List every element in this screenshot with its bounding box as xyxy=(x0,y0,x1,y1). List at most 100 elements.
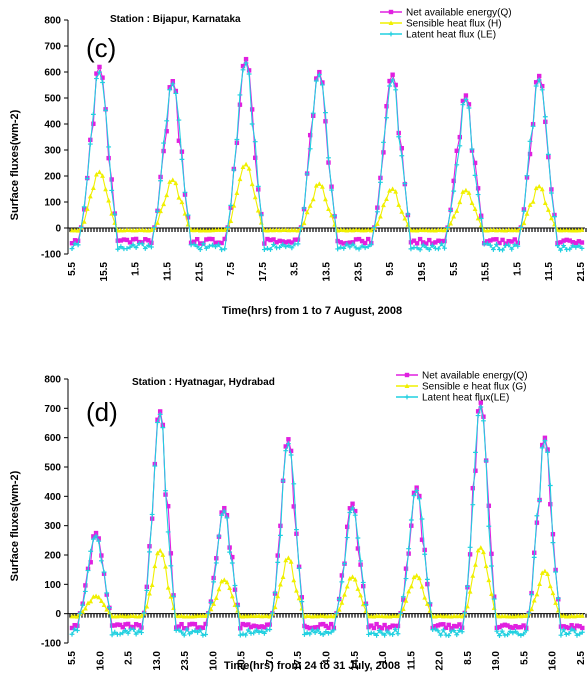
marker-star xyxy=(403,576,409,581)
marker-square xyxy=(475,186,481,191)
x-tick-label: 3.5 xyxy=(290,262,301,276)
marker-triangle xyxy=(152,563,158,569)
marker-triangle xyxy=(176,194,182,200)
marker-triangle xyxy=(478,545,484,550)
marker-square xyxy=(265,236,270,242)
marker-triangle xyxy=(405,222,411,227)
marker-star xyxy=(167,87,173,93)
marker-triangle xyxy=(422,595,428,600)
marker-square xyxy=(97,64,102,70)
marker-star xyxy=(419,516,425,522)
marker-triangle xyxy=(255,207,261,213)
marker-triangle xyxy=(341,227,347,233)
marker-triangle xyxy=(82,605,88,611)
marker-square xyxy=(403,566,409,571)
marker-star xyxy=(344,241,350,247)
marker-square xyxy=(417,493,422,499)
marker-star xyxy=(454,162,460,168)
marker-triangle xyxy=(81,219,87,224)
marker-triangle xyxy=(90,185,96,190)
marker-square xyxy=(133,236,139,242)
marker-triangle xyxy=(478,222,484,228)
marker-star xyxy=(537,498,542,503)
marker-star xyxy=(147,549,152,555)
marker-square xyxy=(497,240,502,246)
marker-star xyxy=(200,241,206,246)
marker-star xyxy=(323,110,328,116)
marker-square xyxy=(481,414,486,419)
marker-triangle xyxy=(228,218,234,224)
marker-triangle xyxy=(275,593,281,599)
marker-star xyxy=(460,102,466,108)
marker-triangle xyxy=(289,227,295,233)
marker-triangle xyxy=(246,165,252,171)
marker-square xyxy=(579,240,585,245)
marker-triangle xyxy=(118,227,124,233)
y-tick-label: 600 xyxy=(44,68,61,79)
marker-square xyxy=(133,622,139,627)
marker-square xyxy=(385,626,390,631)
y-axis-label: Surface fluxes(wm-2) xyxy=(9,470,21,581)
x-tick-label: 2.5 xyxy=(124,651,135,665)
marker-triangle xyxy=(252,194,258,200)
marker-square xyxy=(494,237,499,242)
marker-square xyxy=(387,78,392,84)
x-tick-label: 5.5 xyxy=(67,262,78,276)
marker-square xyxy=(399,145,404,151)
marker-triangle xyxy=(470,573,476,578)
x-tick-label: 22.0 xyxy=(435,651,446,671)
marker-square xyxy=(190,621,195,627)
y-tick-label: 500 xyxy=(44,463,61,474)
marker-square xyxy=(249,107,255,112)
marker-star xyxy=(420,242,426,248)
marker-square xyxy=(112,623,117,628)
marker-square xyxy=(384,104,389,109)
marker-triangle xyxy=(163,564,168,569)
marker-triangle xyxy=(356,227,362,233)
marker-triangle xyxy=(402,215,408,221)
marker-star xyxy=(191,241,197,247)
marker-square xyxy=(192,621,198,627)
marker-triangle xyxy=(144,603,150,609)
marker-star xyxy=(320,632,326,638)
marker-star xyxy=(414,245,420,251)
legend-label: Sensible heat flux (H) xyxy=(406,19,502,30)
y-tick-label: 700 xyxy=(44,404,61,415)
marker-star xyxy=(81,204,87,210)
marker-square xyxy=(457,134,463,140)
marker-square xyxy=(136,623,141,628)
marker-triangle xyxy=(542,200,548,205)
marker-star xyxy=(379,630,385,636)
marker-triangle xyxy=(194,227,200,232)
marker-star xyxy=(268,247,273,252)
marker-star xyxy=(432,626,438,632)
marker-square xyxy=(69,625,75,631)
x-tick-label: 10.0 xyxy=(208,651,219,671)
marker-square xyxy=(355,546,361,551)
marker-square xyxy=(470,485,475,491)
marker-star xyxy=(185,212,191,218)
marker-star xyxy=(115,246,121,252)
marker-square xyxy=(207,236,212,242)
y-tick-label: -100 xyxy=(41,639,61,650)
marker-square xyxy=(222,505,227,511)
marker-square xyxy=(320,621,326,627)
marker-triangle xyxy=(294,588,299,593)
marker-star xyxy=(265,245,270,251)
x-tick-label: 19.5 xyxy=(417,262,428,282)
marker-square xyxy=(121,237,127,242)
marker-star xyxy=(149,512,155,517)
marker-star xyxy=(470,502,476,508)
marker-star xyxy=(436,246,441,252)
y-tick-label: 400 xyxy=(44,492,61,503)
marker-square xyxy=(574,623,580,628)
marker-square xyxy=(109,177,114,182)
marker-star xyxy=(197,627,203,633)
marker-star xyxy=(208,600,214,605)
marker-star xyxy=(491,596,497,602)
marker-star xyxy=(416,496,422,502)
marker-triangle xyxy=(483,563,489,569)
marker-star xyxy=(271,242,276,247)
marker-star xyxy=(328,629,334,635)
marker-triangle xyxy=(243,161,249,167)
